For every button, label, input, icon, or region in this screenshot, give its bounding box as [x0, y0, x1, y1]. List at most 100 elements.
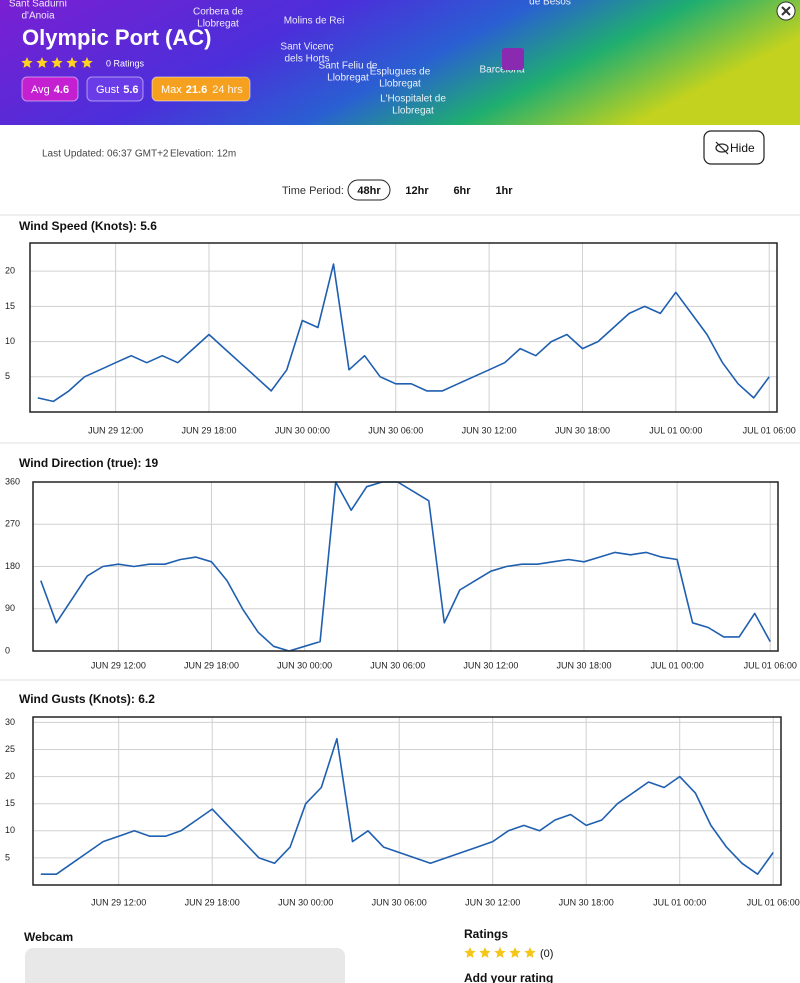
- charts: Wind Speed (Knots): 5.6 5 10 15 20 JUN 29 12:…: [0, 214, 800, 907]
- x-tick-label: JUN 30 12:00: [465, 897, 520, 907]
- star: [66, 57, 78, 68]
- badge-label: Gust: [96, 84, 119, 96]
- plot-frame: [32, 481, 779, 652]
- chart-title: Wind Gusts (Knots): 6.2: [19, 692, 155, 706]
- header-map: [0, 0, 800, 125]
- y-tick-label: 90: [5, 603, 15, 613]
- badge-text: Max 21.6 24 hrs: [161, 84, 243, 96]
- x-tick-label: JUN 30 06:00: [368, 425, 423, 435]
- map-label: Sant Feliu de: [319, 61, 378, 72]
- plot-frame: [29, 242, 778, 413]
- close-button[interactable]: [776, 1, 796, 21]
- star: [51, 57, 63, 68]
- time-period-options: 48hr 12hr 6hr 1hr: [347, 179, 513, 201]
- badge-text: Gust 5.6: [96, 84, 139, 96]
- time-option[interactable]: 6hr: [453, 185, 471, 197]
- stat-badge: Max 21.6 24 hrs: [151, 76, 251, 102]
- x-tick-label: JUN 29 18:00: [185, 897, 240, 907]
- star: [464, 947, 476, 958]
- map-label: Llobregat: [197, 19, 239, 30]
- time-option[interactable]: 48hr: [347, 179, 391, 201]
- time-option[interactable]: 12hr: [405, 185, 429, 197]
- x-tick-label: JUN 29 18:00: [181, 425, 236, 435]
- y-tick-label: 5: [5, 852, 10, 862]
- map-label: dels Horts: [284, 54, 329, 65]
- map-label: Llobregat: [379, 79, 421, 90]
- x-tick-label: JUN 29 12:00: [88, 425, 143, 435]
- y-tick-label: 20: [5, 266, 15, 276]
- x-tick-label: JUN 29 12:00: [91, 660, 146, 670]
- map-label: Sant Sadurní: [9, 0, 68, 10]
- webcam-title: Webcam: [24, 930, 73, 944]
- badge-label: Max: [161, 84, 182, 96]
- time-option[interactable]: 1hr: [495, 185, 513, 197]
- x-tick-label: JUL 01 06:00: [743, 425, 796, 435]
- time-option-label: 1hr: [495, 185, 513, 197]
- elevation: Elevation: 12m: [170, 149, 236, 160]
- y-tick-label: 20: [5, 771, 15, 781]
- map-label: Llobregat: [327, 73, 369, 84]
- x-tick-label: JUN 30 00:00: [277, 660, 332, 670]
- map-label: Barcelona: [479, 65, 524, 76]
- x-tick-label: JUN 30 06:00: [372, 897, 427, 907]
- x-tick-label: JUN 30 18:00: [559, 897, 614, 907]
- badge-bg: [21, 76, 79, 102]
- rating-stars[interactable]: [464, 947, 536, 958]
- map-label: L'Hospitalet de: [380, 94, 446, 105]
- data-line: [40, 481, 771, 652]
- y-tick-label: 30: [5, 717, 15, 727]
- chart: Wind Gusts (Knots): 6.2 5 10 15 20 25 30 JUN 29…: [0, 679, 800, 907]
- ratings-count: (0): [540, 948, 553, 960]
- time-option-label: 48hr: [357, 185, 381, 197]
- star: [81, 57, 93, 68]
- x-tick-label: JUN 30 00:00: [275, 425, 330, 435]
- plot-frame: [32, 716, 782, 886]
- star: [524, 947, 536, 958]
- badge-bg: [86, 76, 144, 102]
- x-tick-label: JUL 01 00:00: [649, 425, 702, 435]
- badge-value: 21.6: [186, 84, 207, 96]
- x-tick-label: JUL 01 00:00: [653, 897, 706, 907]
- badge-value: 5.6: [123, 84, 138, 96]
- chart-title: Wind Speed (Knots): 5.6: [19, 219, 157, 233]
- chart: Wind Speed (Knots): 5.6 5 10 15 20 JUN 29 12:…: [0, 214, 800, 435]
- data-line: [40, 737, 774, 875]
- last-updated: Last Updated: 06:37 GMT+2: [42, 149, 169, 160]
- x-tick-label: JUN 30 18:00: [556, 660, 611, 670]
- time-period-label: Time Period:: [282, 185, 344, 197]
- badge-bg: [151, 76, 251, 102]
- badge-text: Avg 4.6: [31, 84, 69, 96]
- webcam-box: [25, 948, 345, 983]
- map-label: de Besòs: [529, 0, 571, 8]
- star: [494, 947, 506, 958]
- stat-badge: Avg 4.6: [21, 76, 79, 102]
- hide-button[interactable]: Hide: [703, 130, 765, 165]
- y-tick-label: 0: [5, 645, 10, 655]
- x-tick-label: JUN 30 00:00: [278, 897, 333, 907]
- map-label: Corbera de: [193, 7, 243, 18]
- panel: [0, 125, 800, 983]
- x-tick-label: JUN 29 18:00: [184, 660, 239, 670]
- y-tick-label: 360: [5, 476, 20, 486]
- x-tick-label: JUN 30 12:00: [462, 425, 517, 435]
- time-option-label: 12hr: [405, 185, 429, 197]
- x-tick-label: JUL 01 06:00: [747, 897, 800, 907]
- y-tick-label: 5: [5, 371, 10, 381]
- hide-label: Hide: [730, 141, 755, 155]
- y-tick-label: 270: [5, 519, 20, 529]
- chart-title: Wind Direction (true): 19: [19, 456, 159, 470]
- x-tick-label: JUN 29 12:00: [91, 897, 146, 907]
- star: [36, 57, 48, 68]
- map-label: Molins de Rei: [284, 16, 345, 27]
- star: [509, 947, 521, 958]
- time-option-label: 6hr: [453, 185, 471, 197]
- x-tick-label: JUN 30 12:00: [463, 660, 518, 670]
- badge-value: 4.6: [54, 84, 69, 96]
- badge-label: Avg: [31, 84, 50, 96]
- ratings-title: Ratings: [464, 927, 508, 941]
- x-tick-label: JUL 01 06:00: [744, 660, 797, 670]
- time-option-selected: [347, 179, 391, 201]
- x-tick-label: JUN 30 18:00: [555, 425, 610, 435]
